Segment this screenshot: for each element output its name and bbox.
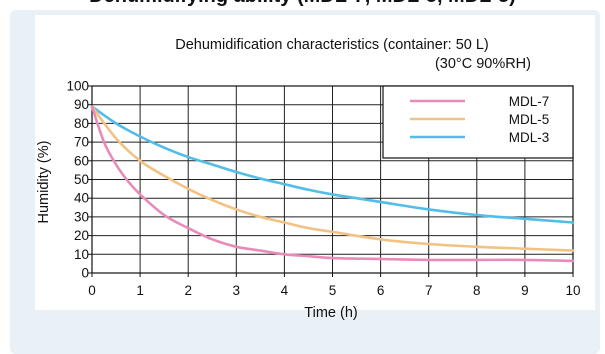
chart-title: Dehumidification characteristics (contai… [175,37,489,53]
y-tick-label: 20 [74,228,89,243]
legend-label-mdl-3: MDL-3 [509,130,550,145]
y-tick-label: 90 [74,97,89,112]
y-tick-label: 100 [66,79,89,94]
y-axis-label: Humidity (%) [36,141,52,224]
legend: MDL-7 MDL-5 MDL-3 [382,85,574,159]
x-tick-label: 0 [88,283,96,298]
y-tick-label: 50 [74,172,89,187]
banner-title: Dehumidifying ability (MDL-7, MDL-5, MDL… [0,0,605,8]
legend-label-mdl-7: MDL-7 [509,94,550,109]
y-tick-label: 60 [74,153,89,168]
y-tick-label: 70 [74,135,89,150]
top-banner: Dehumidifying ability (MDL-7, MDL-5, MDL… [0,0,605,10]
y-tick-label: 30 [74,209,89,224]
x-axis-label: Time (h) [304,305,357,321]
y-tick-label: 0 [81,266,89,281]
legend-label-mdl-5: MDL-5 [509,112,550,127]
series-line-mdl-5 [90,105,575,252]
series-line-mdl-7 [90,105,575,263]
x-tick-label: 5 [329,283,337,298]
x-tick-label: 7 [425,283,433,298]
x-tick-label: 2 [184,283,192,298]
legend-box [382,85,574,159]
x-tick-label: 3 [233,283,241,298]
x-tick-label: 8 [473,283,481,298]
x-tick-label: 4 [281,283,289,298]
series-line-mdl-3 [90,105,575,224]
series-layer [90,105,575,263]
x-tick-label: 10 [565,283,580,298]
y-tick-label: 40 [74,191,89,206]
y-tick-label: 80 [74,116,89,131]
x-tick-label: 1 [136,283,144,298]
chart-subtitle: (30°C 90%RH) [435,56,531,72]
y-tick-label: 10 [74,247,89,262]
x-tick-label: 6 [377,283,385,298]
x-tick-label: 9 [521,283,529,298]
